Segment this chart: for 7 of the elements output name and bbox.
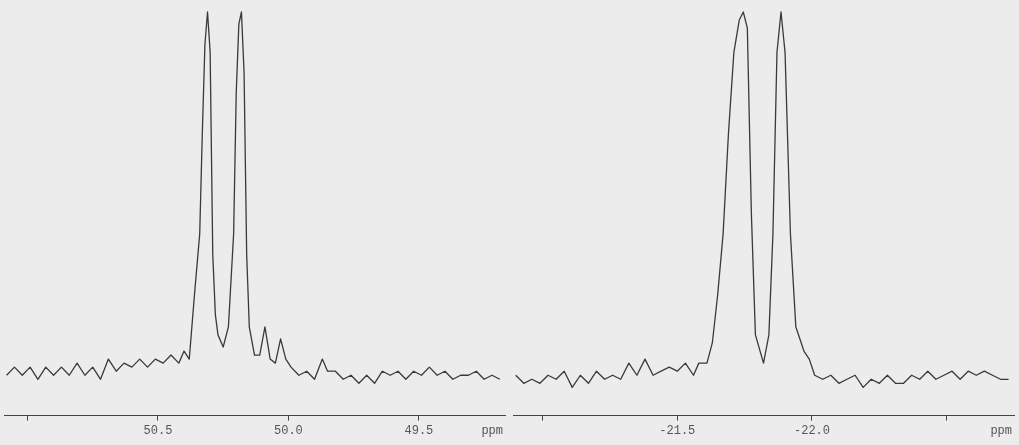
x-tick-label: -21.5: [659, 423, 696, 438]
x-tick-label: 50.0: [274, 423, 303, 438]
x-axis-title: ppm: [990, 423, 1012, 438]
x-tick-label: -22.0: [793, 423, 830, 438]
x-axis-title: ppm: [481, 423, 503, 438]
x-tick-label: 49.5: [404, 423, 434, 438]
x-tick-label: 50.5: [143, 423, 173, 438]
